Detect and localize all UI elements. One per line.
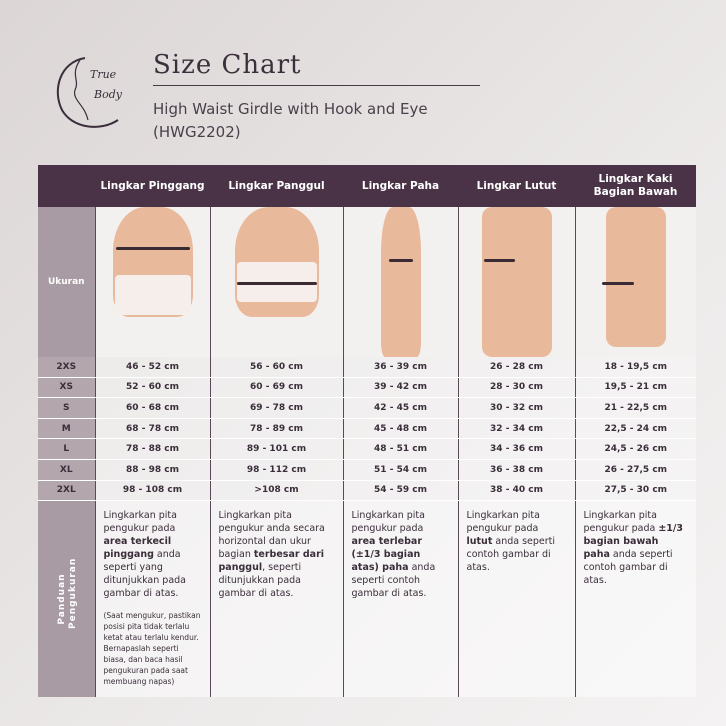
size-value: 60 - 68 cm (94, 397, 210, 419)
guide-segment: area terkecil pinggang (103, 536, 172, 561)
column-header: Lingkar Kaki Bagian Bawah (575, 165, 696, 207)
size-value: 39 - 42 cm (342, 377, 458, 399)
size-value: 98 - 112 cm (209, 459, 343, 481)
size-value: 60 - 69 cm (209, 377, 343, 399)
guide-segment: anda seperti contoh gambar di atas. (351, 562, 436, 600)
size-value: 88 - 98 cm (94, 459, 210, 481)
guide-segment: Lingkarkan pita pengukur pada (466, 510, 540, 535)
column-header: Lingkar Pinggang (95, 165, 210, 207)
size-value: 26 - 28 cm (457, 357, 575, 378)
size-value: 89 - 101 cm (209, 438, 343, 460)
size-label: S (38, 397, 95, 419)
guide-segment: anda seperti contoh gambar di atas. (466, 536, 556, 574)
guide-segment: , seperti ditunjukkan pada gambar di ata… (218, 562, 302, 600)
size-value: 69 - 78 cm (209, 397, 343, 419)
guide-segment: Lingkarkan pita pengukur pada (583, 510, 659, 535)
size-label: 2XL (38, 480, 95, 502)
size-row: 2XS 46 - 52 cm 56 - 60 cm 36 - 39 cm 26 - 28… (38, 357, 696, 378)
size-value: 22,5 - 24 cm (574, 418, 696, 440)
svg-text:True: True (90, 68, 117, 81)
size-value: 18 - 19,5 cm (574, 357, 696, 378)
column-header: Lingkar Lutut (458, 165, 575, 207)
size-label: XL (38, 459, 95, 481)
size-value: 21 - 22,5 cm (574, 397, 696, 419)
column-header: Lingkar Paha (343, 165, 458, 207)
header-row: Lingkar Pinggang Lingkar Panggul Lingkar… (38, 165, 696, 207)
size-label: L (38, 438, 95, 460)
size-value: 36 - 39 cm (342, 357, 458, 378)
size-value: 42 - 45 cm (342, 397, 458, 419)
size-label: XS (38, 377, 95, 399)
size-value: 98 - 108 cm (94, 480, 210, 502)
guide-text: Lingkarkan pita pengukur pada area terke… (94, 500, 210, 698)
size-row: XS 52 - 60 cm 60 - 69 cm 39 - 42 cm 28 - 30 … (38, 377, 696, 399)
size-value: 34 - 36 cm (457, 438, 575, 460)
guide-segment: anda seperti yang ditunjukkan pada gamba… (103, 549, 187, 600)
guide-segment: terbesar dari panggul (218, 549, 325, 574)
size-value: 78 - 89 cm (209, 418, 343, 440)
title-divider (153, 85, 480, 86)
size-value: 26 - 27,5 cm (574, 459, 696, 481)
guide-text: Lingkarkan pita pengukur anda secara hor… (209, 500, 343, 698)
image-row: Ukuran (38, 207, 696, 357)
row-label: Ukuran (38, 207, 95, 357)
size-value: 24,5 - 26 cm (574, 438, 696, 460)
size-row: S 60 - 68 cm 69 - 78 cm 42 - 45 cm 30 - 32 c… (38, 397, 696, 419)
guide-text: Lingkarkan pita pengukur pada lutut anda… (457, 500, 575, 698)
guide-note: (Saat mengukur, pastikan posisi pita tid… (103, 611, 201, 687)
column-header: Lingkar Panggul (210, 165, 343, 207)
size-value: 30 - 32 cm (457, 397, 575, 419)
guide-label: Panduan Pengukuran (57, 557, 78, 630)
size-value: 48 - 51 cm (342, 438, 458, 460)
size-value: 38 - 40 cm (457, 480, 575, 502)
product-code: (HWG2202) (153, 123, 241, 141)
size-value: 56 - 60 cm (209, 357, 343, 378)
guide-text: Lingkarkan pita pengukur pada area terle… (342, 500, 458, 698)
guide-segment: ±1/3 bagian bawah paha (583, 523, 683, 561)
hip-photo (210, 207, 343, 357)
size-value: >108 cm (209, 480, 343, 502)
size-row: L 78 - 88 cm 89 - 101 cm 48 - 51 cm 34 - 36 … (38, 438, 696, 460)
guide-segment: Lingkarkan pita pengukur pada (103, 510, 177, 535)
size-row: XL 88 - 98 cm 98 - 112 cm 51 - 54 cm 36 - 38… (38, 459, 696, 481)
size-value: 28 - 30 cm (457, 377, 575, 399)
true-body-logo: True Body (56, 57, 123, 128)
size-value: 32 - 34 cm (457, 418, 575, 440)
product-title: High Waist Girdle with Hook and Eye (153, 100, 428, 118)
thigh-photo (343, 207, 458, 357)
guide-text: Lingkarkan pita pengukur pada ±1/3 bagia… (574, 500, 696, 698)
size-value: 68 - 78 cm (94, 418, 210, 440)
size-value: 27,5 - 30 cm (574, 480, 696, 502)
guide-segment: Lingkarkan pita pengukur anda secara hor… (218, 510, 325, 561)
waist-photo (95, 207, 210, 357)
size-value: 45 - 48 cm (342, 418, 458, 440)
guide-segment: lutut (466, 536, 493, 548)
size-value: 51 - 54 cm (342, 459, 458, 481)
svg-text:Body: Body (93, 88, 123, 101)
page-title: Size Chart (153, 50, 302, 80)
corner-cell (38, 165, 95, 207)
size-chart-table: Lingkar Pinggang Lingkar Panggul Lingkar… (38, 165, 696, 698)
guide-segment: anda seperti contoh gambar di atas. (583, 549, 673, 587)
product-name: High Waist Girdle with Hook and Eye (HWG2… (153, 98, 428, 144)
size-row: 2XL 98 - 108 cm >108 cm 54 - 59 cm 38 - 40 c… (38, 480, 696, 502)
size-value: 78 - 88 cm (94, 438, 210, 460)
size-row: M 68 - 78 cm 78 - 89 cm 45 - 48 cm 32 - 34 c… (38, 418, 696, 440)
guide-label-cell: Panduan Pengukuran (38, 500, 95, 698)
size-value: 46 - 52 cm (94, 357, 210, 378)
size-label: M (38, 418, 95, 440)
size-value: 54 - 59 cm (342, 480, 458, 502)
size-value: 52 - 60 cm (94, 377, 210, 399)
guide-segment: Lingkarkan pita pengukur pada (351, 510, 425, 535)
size-value: 36 - 38 cm (457, 459, 575, 481)
guide-row: Panduan Pengukuran Lingkarkan pita penguk… (38, 500, 696, 698)
size-value: 19,5 - 21 cm (574, 377, 696, 399)
calf-photo (575, 207, 696, 357)
guide-segment: area terlebar (±1/3 bagian atas) paha (351, 536, 423, 574)
knee-photo (458, 207, 575, 357)
size-label: 2XS (38, 357, 95, 378)
